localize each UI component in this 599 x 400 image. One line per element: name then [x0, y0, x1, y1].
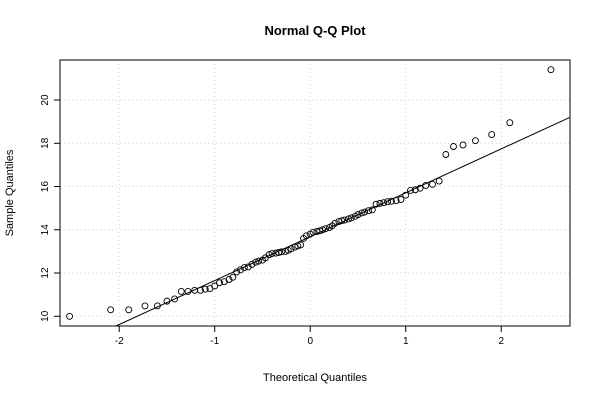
data-point-24: [255, 257, 263, 265]
data-point-67: [402, 191, 410, 199]
x-tick-label-1: -1: [210, 336, 219, 347]
data-point-8: [184, 287, 192, 295]
data-point-31: [278, 248, 286, 256]
data-point-60: [372, 200, 380, 208]
data-point-4: [153, 302, 161, 310]
data-point-37: [297, 241, 305, 249]
chart-title: Normal Q-Q Plot: [264, 23, 366, 38]
data-point-78: [488, 131, 496, 139]
data-point-51: [341, 216, 349, 224]
data-point-5: [163, 297, 171, 305]
data-point-17: [229, 273, 237, 281]
y-tick-label-3: 16: [40, 181, 51, 193]
x-tick-label-4: 2: [498, 336, 504, 347]
data-point-72: [429, 180, 436, 188]
x-axis-label: Theoretical Quantiles: [263, 372, 367, 384]
data-point-76: [459, 141, 467, 149]
reference-line-group: [115, 116, 571, 327]
data-point-66: [397, 196, 405, 203]
data-point-16: [225, 276, 233, 283]
data-point-3: [141, 302, 149, 310]
data-point-79: [506, 119, 514, 127]
data-point-69: [411, 186, 419, 194]
data-point-14: [216, 279, 223, 287]
data-point-50: [338, 217, 346, 225]
data-point-71: [422, 181, 430, 189]
data-point-62: [380, 199, 388, 207]
data-point-41: [309, 228, 317, 236]
y-axis-label: Sample Quantiles: [4, 149, 16, 236]
data-points: [66, 66, 555, 320]
data-point-80: [547, 66, 555, 74]
y-tick-label-1: 12: [40, 267, 51, 279]
reference-line: [115, 116, 571, 327]
data-point-77: [471, 137, 479, 145]
data-point-20: [240, 264, 248, 272]
data-point-63: [384, 198, 392, 206]
data-point-45: [322, 225, 329, 233]
data-point-19: [237, 266, 244, 274]
data-point-34: [287, 245, 295, 253]
data-point-73: [435, 177, 443, 185]
data-point-11: [201, 285, 209, 293]
y-tick-label-0: 10: [40, 310, 51, 322]
data-point-68: [407, 186, 414, 194]
data-point-61: [376, 199, 384, 207]
y-axis: 10 12 14 16 18 20: [40, 94, 60, 322]
data-point-74: [442, 151, 450, 158]
data-point-0: [66, 312, 74, 320]
y-tick-label-2: 14: [40, 224, 51, 236]
data-point-28: [268, 250, 276, 258]
data-point-58: [365, 207, 372, 215]
data-point-65: [392, 197, 400, 205]
data-point-10: [196, 286, 204, 294]
y-tick-label-4: 18: [40, 137, 51, 149]
data-point-18: [233, 268, 241, 276]
data-point-64: [387, 197, 395, 205]
data-point-22: [248, 260, 256, 268]
data-point-56: [358, 209, 366, 217]
data-point-59: [368, 206, 376, 214]
x-axis: -2 -1 0 1 2: [115, 326, 504, 347]
data-point-7: [177, 287, 185, 295]
data-point-2: [125, 306, 133, 314]
data-point-30: [275, 249, 283, 256]
data-point-48: [331, 219, 339, 227]
y-tick-label-5: 20: [40, 94, 51, 106]
data-point-55: [354, 211, 362, 219]
x-tick-label-0: -2: [115, 336, 124, 347]
data-point-53: [347, 214, 355, 222]
data-point-75: [450, 143, 457, 150]
data-point-13: [211, 282, 219, 290]
data-point-1: [107, 306, 115, 314]
data-point-6: [171, 295, 179, 303]
data-point-57: [361, 208, 369, 216]
grid-lines: [60, 60, 570, 326]
data-point-39: [302, 232, 310, 240]
plot-frame: [59, 59, 571, 327]
x-tick-label-3: 1: [403, 336, 409, 347]
x-tick-label-2: 0: [307, 336, 313, 347]
data-point-70: [416, 184, 424, 192]
